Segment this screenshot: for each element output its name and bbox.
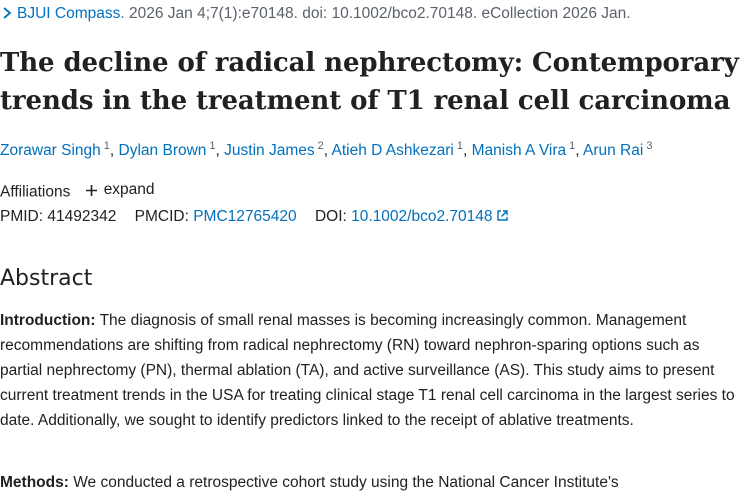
author-link[interactable]: Dylan Brown [118,142,207,159]
doi-link[interactable]: 10.1002/bco2.70148 [351,208,493,225]
author-link[interactable]: Justin James [224,142,315,159]
journal-citation: BJUI Compass. 2026 Jan 4;7(1):e70148. do… [1,4,631,24]
article-title: The decline of radical nephrectomy: Cont… [0,48,739,116]
affiliation-ref[interactable]: 1 [209,140,216,152]
affiliations-label: Affiliations [0,183,71,201]
pmid-group: PMID: 41492342 [0,208,116,225]
pmid-value: 41492342 [47,208,117,225]
methods-text: We conducted a retrospective cohort stud… [68,474,619,491]
journal-link[interactable]: BJUI Compass [17,5,121,22]
affiliation-ref[interactable]: 3 [646,140,653,152]
abstract-methods: Methods: We conducted a retrospective co… [0,470,745,495]
author-link[interactable]: Zorawar Singh [0,142,101,159]
external-link-icon[interactable] [496,209,509,222]
abstract-introduction: Introduction: The diagnosis of small ren… [0,308,745,433]
abstract-heading: Abstract [0,266,93,291]
author-link[interactable]: Atieh D Ashkezari [331,142,454,159]
doi-group: DOI: 10.1002/bco2.70148 [315,208,509,225]
plus-icon [85,184,97,196]
affiliations-row: Affiliations expand [0,179,155,204]
affiliation-ref[interactable]: 2 [317,140,324,152]
doi-label: DOI: [314,208,347,225]
introduction-text: The diagnosis of small renal masses is b… [0,312,735,429]
expand-label: expand [103,181,155,198]
affiliation-ref[interactable]: 1 [456,140,463,152]
methods-label: Methods: [0,474,69,491]
author-link[interactable]: Arun Rai [583,142,644,159]
pmcid-link[interactable]: PMC12765420 [193,208,297,225]
pmid-label: PMID: [0,208,44,225]
identifiers-row: PMID: 41492342 PMCID: PMC12765420 DOI: 1… [0,206,523,228]
pmcid-label: PMCID: [134,208,189,225]
author-list: Zorawar Singh 1, Dylan Brown 1, Justin Jam… [0,140,653,160]
chevron-right-icon [3,7,12,19]
affiliation-ref[interactable]: 1 [103,140,110,152]
affiliations-expand-button[interactable]: expand [85,179,155,201]
author-link[interactable]: Manish A Vira [471,142,567,159]
affiliation-ref[interactable]: 1 [569,140,576,152]
citation-details: . 2026 Jan 4;7(1):e70148. doi: 10.1002/b… [120,5,631,22]
introduction-label: Introduction: [0,312,96,329]
pmcid-group: PMCID: PMC12765420 [135,208,297,225]
